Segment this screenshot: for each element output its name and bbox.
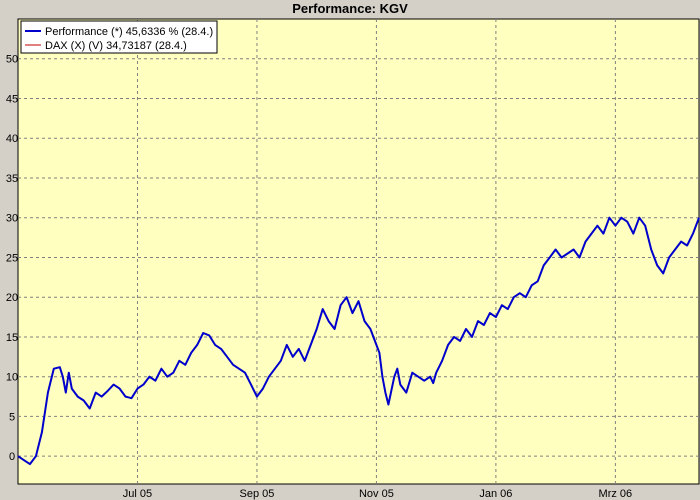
plot-area [17,18,700,485]
x-tick-label: Jul 05 [123,488,152,500]
chart-title: Performance: KGV [292,1,408,16]
y-tick-label: 45 [6,93,18,105]
legend-box [20,20,218,54]
series-line-0 [17,216,700,466]
legend-label-1: DAX (X) (V) 34,73187 (28.4.) [45,40,187,52]
x-tick-layer: Jul 05 Sep 05 Nov 05 Jan 06 Mrz 06 [123,488,632,500]
x-tick-label: Sep 05 [240,488,275,500]
y-tick-label: 20 [6,292,18,304]
y-tick-label: 0 [9,451,15,463]
y-tick-label: 35 [6,173,18,185]
x-tick-label: Mrz 06 [599,488,633,500]
legend-label-0: Performance (*) 45,6336 % (28.4.) [45,26,213,38]
y-tick-label: 5 [9,411,15,423]
y-tick-label: 10 [6,372,18,384]
y-tick-label: 30 [6,213,18,225]
y-tick-layer: 0 5 10 15 20 25 30 35 40 45 50 [6,54,18,463]
x-tick-label: Nov 05 [359,488,394,500]
y-tick-label: 50 [6,54,18,66]
x-tick-label: Jan 06 [479,488,512,500]
y-tick-label: 15 [6,332,18,344]
legend: Performance (*) 45,6336 % (28.4.) DAX (X)… [20,20,218,54]
y-tick-label: 25 [6,252,18,264]
y-tick-label: 40 [6,133,18,145]
series-layer [17,216,700,466]
